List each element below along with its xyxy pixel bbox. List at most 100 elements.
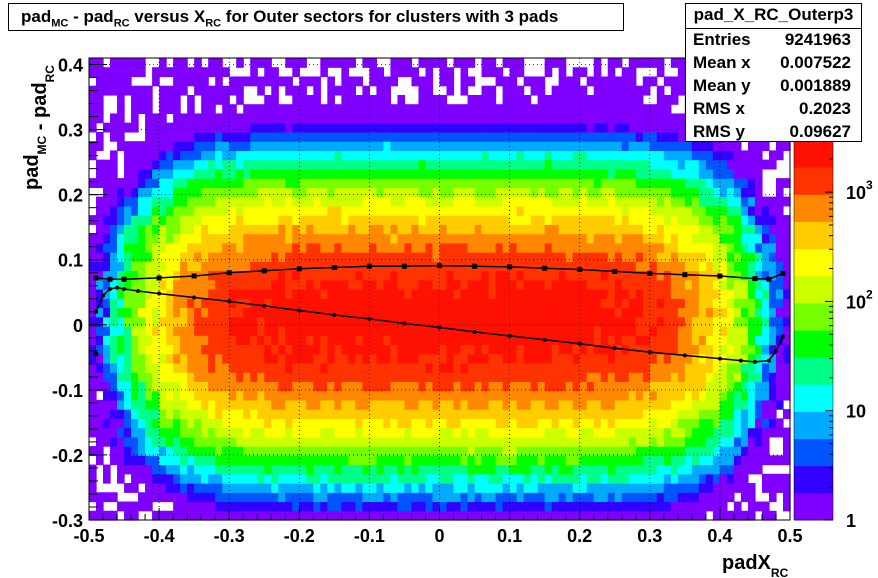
heatmap-cell: [145, 270, 153, 281]
heatmap-cell: [117, 464, 125, 475]
heatmap-cell: [411, 289, 420, 299]
heatmap-cell: [383, 252, 392, 262]
heatmap-cell: [439, 252, 448, 262]
heatmap-cell: [152, 344, 160, 355]
heatmap-cell: [572, 381, 581, 392]
heatmap-cell: [285, 141, 293, 151]
heatmap-cell: [110, 178, 118, 188]
palette-swatch: [794, 248, 833, 277]
heatmap-cell: [250, 141, 258, 151]
heatmap-cell: [411, 205, 420, 216]
heatmap-cell: [635, 372, 644, 382]
heatmap-cell: [369, 270, 378, 281]
heatmap-cell: [215, 492, 223, 503]
heatmap-cell: [327, 483, 335, 493]
heatmap-cell: [663, 325, 672, 336]
heatmap-cell: [481, 399, 490, 410]
heatmap-cell: [376, 381, 385, 392]
heatmap-cell: [390, 104, 399, 115]
heatmap-cell: [530, 510, 539, 521]
heatmap-cell: [579, 362, 588, 373]
heatmap-cell: [432, 446, 441, 456]
heatmap-cell: [369, 446, 378, 456]
heatmap-cell: [747, 436, 756, 447]
heatmap-cell: [215, 455, 223, 466]
x-tick-label: -0.5: [73, 526, 104, 546]
heatmap-cell: [579, 316, 588, 327]
heatmap-cell: [446, 335, 455, 346]
heatmap-cell: [467, 215, 476, 225]
heatmap-cell: [110, 510, 118, 521]
heatmap-cell: [509, 261, 518, 272]
heatmap-cell: [173, 224, 181, 235]
heatmap-cell: [355, 501, 363, 512]
heatmap-cell: [208, 141, 216, 151]
heatmap-cell: [341, 381, 349, 392]
heatmap-cell: [537, 168, 546, 179]
heatmap-cell: [411, 104, 420, 115]
heatmap-cell: [565, 131, 574, 142]
heatmap-cell: [754, 436, 763, 447]
heatmap-cell: [208, 325, 216, 336]
heatmap-cell: [642, 104, 651, 115]
heatmap-cell: [705, 298, 714, 309]
heatmap-cell: [551, 224, 560, 235]
heatmap-cell: [530, 492, 539, 503]
heatmap-cell: [355, 252, 363, 262]
heatmap-cell: [649, 252, 658, 262]
heatmap-cell: [96, 196, 104, 207]
heatmap-cell: [754, 298, 763, 309]
heatmap-cell: [411, 215, 420, 225]
heatmap-cell: [467, 501, 476, 512]
heatmap-cell: [257, 252, 265, 262]
heatmap-cell: [635, 362, 644, 373]
heatmap-cell: [397, 187, 406, 198]
heatmap-cell: [537, 233, 546, 244]
heatmap-cell: [600, 85, 609, 96]
rms-point: [682, 272, 688, 278]
heatmap-cell: [600, 196, 609, 207]
heatmap-cell: [453, 353, 462, 364]
heatmap-cell: [208, 261, 216, 272]
heatmap-cell: [558, 289, 567, 299]
heatmap-cell: [271, 168, 279, 179]
heatmap-cell: [537, 409, 546, 419]
heatmap-cell: [236, 362, 244, 373]
heatmap-cell: [614, 205, 623, 216]
heatmap-cell: [152, 409, 160, 419]
heatmap-cell: [264, 252, 272, 262]
heatmap-cell: [236, 76, 244, 87]
heatmap-cell: [467, 113, 476, 124]
heatmap-cell: [677, 261, 686, 272]
heatmap-cell: [257, 261, 265, 272]
stats-value-rms-y: 0.09627: [789, 122, 851, 141]
heatmap-cell: [348, 464, 356, 475]
heatmap-cell: [733, 372, 742, 382]
heatmap-cell: [194, 298, 202, 309]
heatmap-cell: [656, 390, 665, 401]
heatmap-cell: [390, 483, 399, 493]
rms-point: [331, 265, 337, 271]
heatmap-cell: [607, 122, 616, 133]
heatmap-cell: [383, 113, 392, 124]
heatmap-cell: [229, 289, 237, 299]
heatmap-cell: [110, 353, 118, 364]
heatmap-cell: [117, 446, 125, 456]
heatmap-cell: [264, 205, 272, 216]
heatmap-cell: [698, 141, 707, 151]
heatmap-cell: [698, 362, 707, 373]
heatmap-cell: [460, 446, 469, 456]
heatmap-cell: [250, 104, 258, 115]
heatmap-cell: [369, 252, 378, 262]
heatmap-cell: [523, 473, 532, 484]
heatmap-cell: [390, 67, 399, 78]
title-subscript: MC: [51, 17, 69, 30]
heatmap-cell: [138, 67, 146, 78]
heatmap-cell: [516, 325, 525, 336]
heatmap-cell: [264, 335, 272, 346]
heatmap-cell: [194, 252, 202, 262]
heatmap-cell: [600, 131, 609, 142]
heatmap-cell: [187, 261, 195, 272]
heatmap-cell: [635, 196, 644, 207]
